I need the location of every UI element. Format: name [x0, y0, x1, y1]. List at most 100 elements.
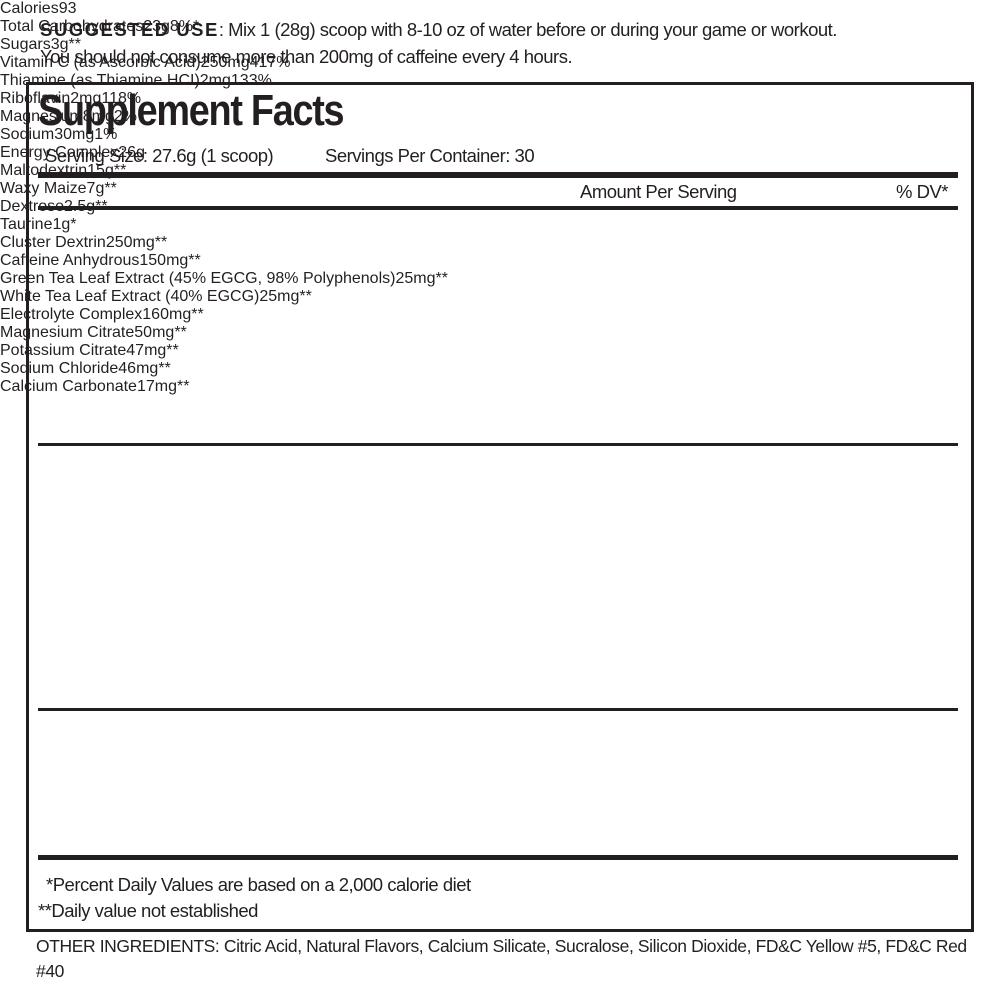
- amount: 250: [105, 234, 133, 251]
- daily-value: **: [166, 342, 179, 359]
- daily-value: 1%: [94, 126, 118, 143]
- ingredient-name: Vitamin C (as Ascorbic Acid): [0, 54, 201, 71]
- unit: g: [104, 162, 114, 179]
- facts-row: Vitamin C (as Ascorbic Acid)250mg417%: [0, 54, 1000, 72]
- facts-row: Caffeine Anhydrous150mg**: [0, 252, 1000, 270]
- ingredient-name: Calories: [0, 0, 59, 17]
- ingredient-name: Riboflavin: [0, 90, 71, 107]
- amount: 25: [259, 288, 278, 305]
- facts-title: Supplement Facts: [38, 86, 345, 135]
- facts-row: Green Tea Leaf Extract (45% EGCG, 98% Po…: [0, 270, 1000, 288]
- ingredient-name: Energy Complex: [0, 144, 119, 161]
- daily-value: 2%: [113, 108, 137, 125]
- amount: 30: [54, 126, 73, 143]
- unit: mg: [168, 306, 192, 323]
- ingredient-name: Green Tea Leaf Extract (45% EGCG, 98% Po…: [0, 270, 396, 287]
- amount: 17: [136, 378, 155, 395]
- unit: mg: [136, 360, 159, 377]
- unit: g: [95, 180, 105, 197]
- amount: 2: [199, 72, 209, 89]
- rule: [38, 854, 958, 860]
- daily-value: **: [191, 306, 204, 323]
- facts-panel: [26, 82, 974, 932]
- unit: g: [160, 18, 170, 35]
- amount: 47: [126, 342, 145, 359]
- daily-value: 118%: [101, 90, 142, 107]
- amount: 160: [142, 306, 169, 323]
- amount: 93: [58, 0, 77, 17]
- daily-value: **: [154, 234, 168, 251]
- facts-row: Riboflavin2mg118%: [0, 90, 1000, 108]
- amount-header: Amount Per Serving: [580, 181, 737, 202]
- unit: mg: [413, 270, 436, 287]
- facts-row: White Tea Leaf Extract (40% EGCG)25mg**: [0, 288, 1000, 306]
- unit: mg: [154, 378, 177, 395]
- facts-row: Total Carbohydrates23g8%*: [0, 18, 1000, 36]
- daily-value: *: [70, 216, 77, 233]
- ingredient-name: Calcium Carbonate: [0, 378, 137, 395]
- rule: [38, 443, 958, 447]
- facts-row: Potassium Citrate47mg**: [0, 342, 1000, 360]
- unit: mg: [166, 252, 189, 269]
- facts-row: Electrolyte Complex160mg**: [0, 306, 1000, 324]
- amount: 2: [70, 90, 80, 107]
- unit: mg: [132, 234, 155, 251]
- unit: mg: [72, 126, 95, 143]
- suggested-use: SUGGESTED USE: Mix 1 (28g) scoop with 8-…: [40, 16, 837, 70]
- daily-value: **: [188, 252, 201, 269]
- ingredient-name: Electrolyte Complex: [0, 306, 143, 323]
- amount: 1: [52, 216, 62, 233]
- ingredient-name: Caffeine Anhydrous: [0, 252, 140, 269]
- facts-row: Sugars3g**: [0, 36, 1000, 54]
- ingredient-name: Waxy Maize: [0, 180, 87, 197]
- facts-row: Calories93: [0, 0, 1000, 18]
- amount: 46: [118, 360, 137, 377]
- unit: mg: [79, 90, 102, 107]
- unit: mg: [227, 54, 250, 71]
- servings-per-container: Servings Per Container: 30: [325, 145, 535, 166]
- amount: 7: [86, 180, 96, 197]
- unit: mg: [152, 324, 175, 341]
- ingredient-name: Potassium Citrate: [0, 342, 127, 359]
- facts-row: Calcium Carbonate17mg**: [0, 378, 1000, 396]
- ingredient-name: Total Carbohydrates: [0, 18, 144, 35]
- dv-header: % DV*: [896, 181, 949, 202]
- amount: 150: [139, 252, 167, 269]
- ingredient-name: Magnesium Citrate: [0, 324, 135, 341]
- suggested-use-text: : Mix 1 (28g) scoop with 8-10 oz of wate…: [218, 19, 838, 40]
- facts-row: Waxy Maize7g**: [0, 180, 1000, 198]
- caffeine-warning: You should not consume more than 200mg o…: [40, 46, 573, 67]
- serving-size: Serving Size: 27.6g (1 scoop): [45, 145, 274, 166]
- rule: [38, 206, 958, 210]
- daily-value: **: [68, 36, 81, 53]
- rule: [38, 172, 958, 178]
- daily-value: **: [435, 270, 448, 287]
- amount: 25: [395, 270, 414, 287]
- unit: mg: [277, 288, 300, 305]
- ingredient-name: Magnesium: [0, 108, 83, 125]
- other-ingredients: OTHER INGREDIENTS: Citric Acid, Natural …: [36, 936, 967, 981]
- unit: g: [136, 144, 145, 161]
- ingredient-name: Sodium Chloride: [0, 360, 119, 377]
- rule: [38, 707, 958, 711]
- facts-row: Sodium Chloride46mg**: [0, 360, 1000, 378]
- amount: 8: [82, 108, 92, 125]
- ingredient-name: Sugars: [0, 36, 51, 53]
- daily-value: **: [104, 180, 117, 197]
- facts-row: Magnesium8mg2%: [0, 108, 1000, 126]
- daily-value: **: [158, 360, 171, 377]
- unit: mg: [144, 342, 167, 359]
- unit: g: [59, 36, 69, 53]
- amount: 3: [50, 36, 60, 53]
- daily-value: 417%: [249, 54, 291, 71]
- footnote: *Percent Daily Values are based on a 2,0…: [46, 874, 471, 895]
- daily-value: **: [176, 378, 190, 395]
- daily-value: **: [174, 324, 187, 341]
- ingredient-name: White Tea Leaf Extract (40% EGCG): [0, 288, 260, 305]
- suggested-use-label: SUGGESTED USE: [40, 19, 219, 40]
- amount: 250: [200, 54, 228, 71]
- amount: 50: [134, 324, 153, 341]
- facts-row: Energy Complex26g: [0, 144, 1000, 162]
- amount: 23: [143, 18, 161, 35]
